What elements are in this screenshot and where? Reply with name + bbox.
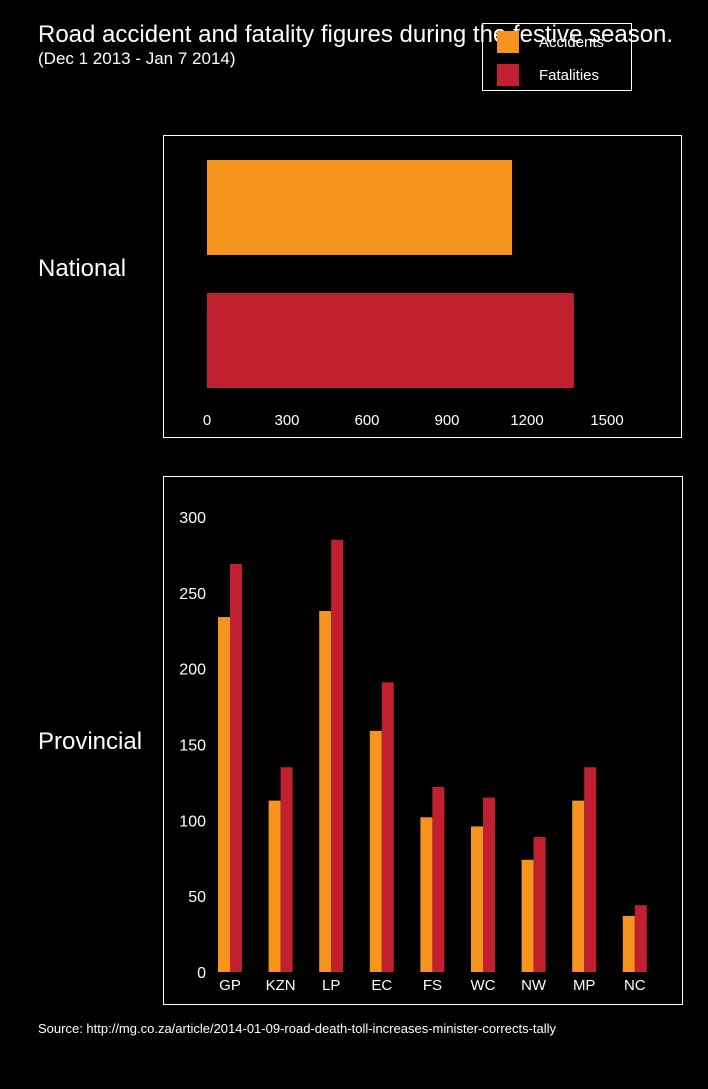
provincial-bar-lp-fatalities — [331, 539, 344, 972]
provincial-x-tick-label: MP — [573, 977, 596, 994]
national-x-tick-label: 0 — [203, 412, 211, 429]
title-block: Road accident and fatality figures durin… — [38, 20, 673, 69]
national-bar-fatalities — [207, 293, 574, 388]
national-x-tick-label: 1200 — [510, 412, 543, 429]
provincial-label: Provincial — [38, 728, 143, 755]
provincial-bar-kzn-accidents — [268, 800, 281, 972]
provincial-bar-mp-accidents — [572, 800, 585, 972]
provincial-x-tick-label: EC — [371, 977, 392, 994]
legend-label-accidents: Accidents — [539, 33, 605, 51]
provincial-bar-gp-fatalities — [230, 564, 242, 972]
provincial-y-tick-label: 100 — [179, 813, 206, 830]
national-x-tick-label: 1500 — [590, 412, 623, 429]
provincial-x-tick-label: GP — [219, 977, 241, 994]
provincial-bar-lp-accidents — [319, 611, 332, 972]
provincial-x-tick-label: NC — [624, 977, 646, 994]
chart-title: Road accident and fatality figures durin… — [38, 21, 674, 48]
provincial-bar-mp-fatalities — [584, 767, 597, 972]
national-chart: 0 300 600 900 1200 1500 — [203, 160, 624, 429]
national-label: National — [38, 255, 127, 282]
legend-label-fatalities: Fatalities — [539, 66, 600, 84]
legend: Accidents Fatalities — [482, 23, 632, 91]
national-bar-accidents — [207, 160, 513, 255]
provincial-y-tick-label: 200 — [179, 662, 206, 679]
provincial-y-tick-label: 150 — [179, 738, 206, 755]
provincial-bar-ec-accidents — [369, 730, 382, 972]
provincial-y-tick-label: 0 — [197, 965, 206, 982]
national-x-tick-label: 900 — [434, 412, 459, 429]
chart-subtitle: (Dec 1 2013 - Jan 7 2014) — [38, 49, 236, 68]
provincial-y-tick-label: 250 — [179, 586, 206, 603]
provincial-chart: 0 50 100 150 200 250 300 GP KZN LP EC FS WC NW MP NC — [179, 510, 647, 994]
provincial-bar-nw-fatalities — [533, 837, 546, 972]
provincial-chart-panel: 0 50 100 150 200 250 300 GP KZN LP EC FS WC NW MP NC — [163, 476, 683, 1005]
national-x-tick-label: 300 — [274, 412, 299, 429]
provincial-x-tick-label: NW — [521, 977, 547, 994]
national-chart-panel: 0 300 600 900 1200 1500 — [163, 135, 682, 438]
provincial-bar-ec-fatalities — [381, 682, 394, 972]
provincial-x-tick-label: WC — [471, 977, 496, 994]
provincial-y-tick-label: 300 — [179, 510, 206, 527]
provincial-bar-gp-accidents — [218, 617, 230, 972]
provincial-bar-fs-accidents — [420, 817, 433, 972]
provincial-bar-wc-accidents — [471, 826, 483, 972]
legend-swatch-accidents — [497, 31, 519, 53]
provincial-bar-nw-accidents — [521, 859, 534, 972]
provincial-bar-fs-fatalities — [432, 786, 445, 972]
legend-item-fatalities: Fatalities — [497, 64, 599, 86]
source-note: Source: http://mg.co.za/article/2014-01-… — [38, 1021, 557, 1036]
provincial-bar-kzn-fatalities — [280, 767, 293, 972]
provincial-bar-wc-fatalities — [483, 797, 495, 972]
national-x-tick-label: 600 — [354, 412, 379, 429]
provincial-bar-nc-fatalities — [634, 905, 647, 972]
provincial-x-tick-label: KZN — [266, 977, 296, 994]
legend-swatch-fatalities — [497, 64, 519, 86]
legend-item-accidents: Accidents — [497, 31, 604, 53]
provincial-bar-nc-accidents — [622, 915, 635, 972]
provincial-x-tick-label: FS — [423, 977, 442, 994]
provincial-y-tick-label: 50 — [188, 889, 206, 906]
provincial-x-tick-label: LP — [322, 977, 340, 994]
